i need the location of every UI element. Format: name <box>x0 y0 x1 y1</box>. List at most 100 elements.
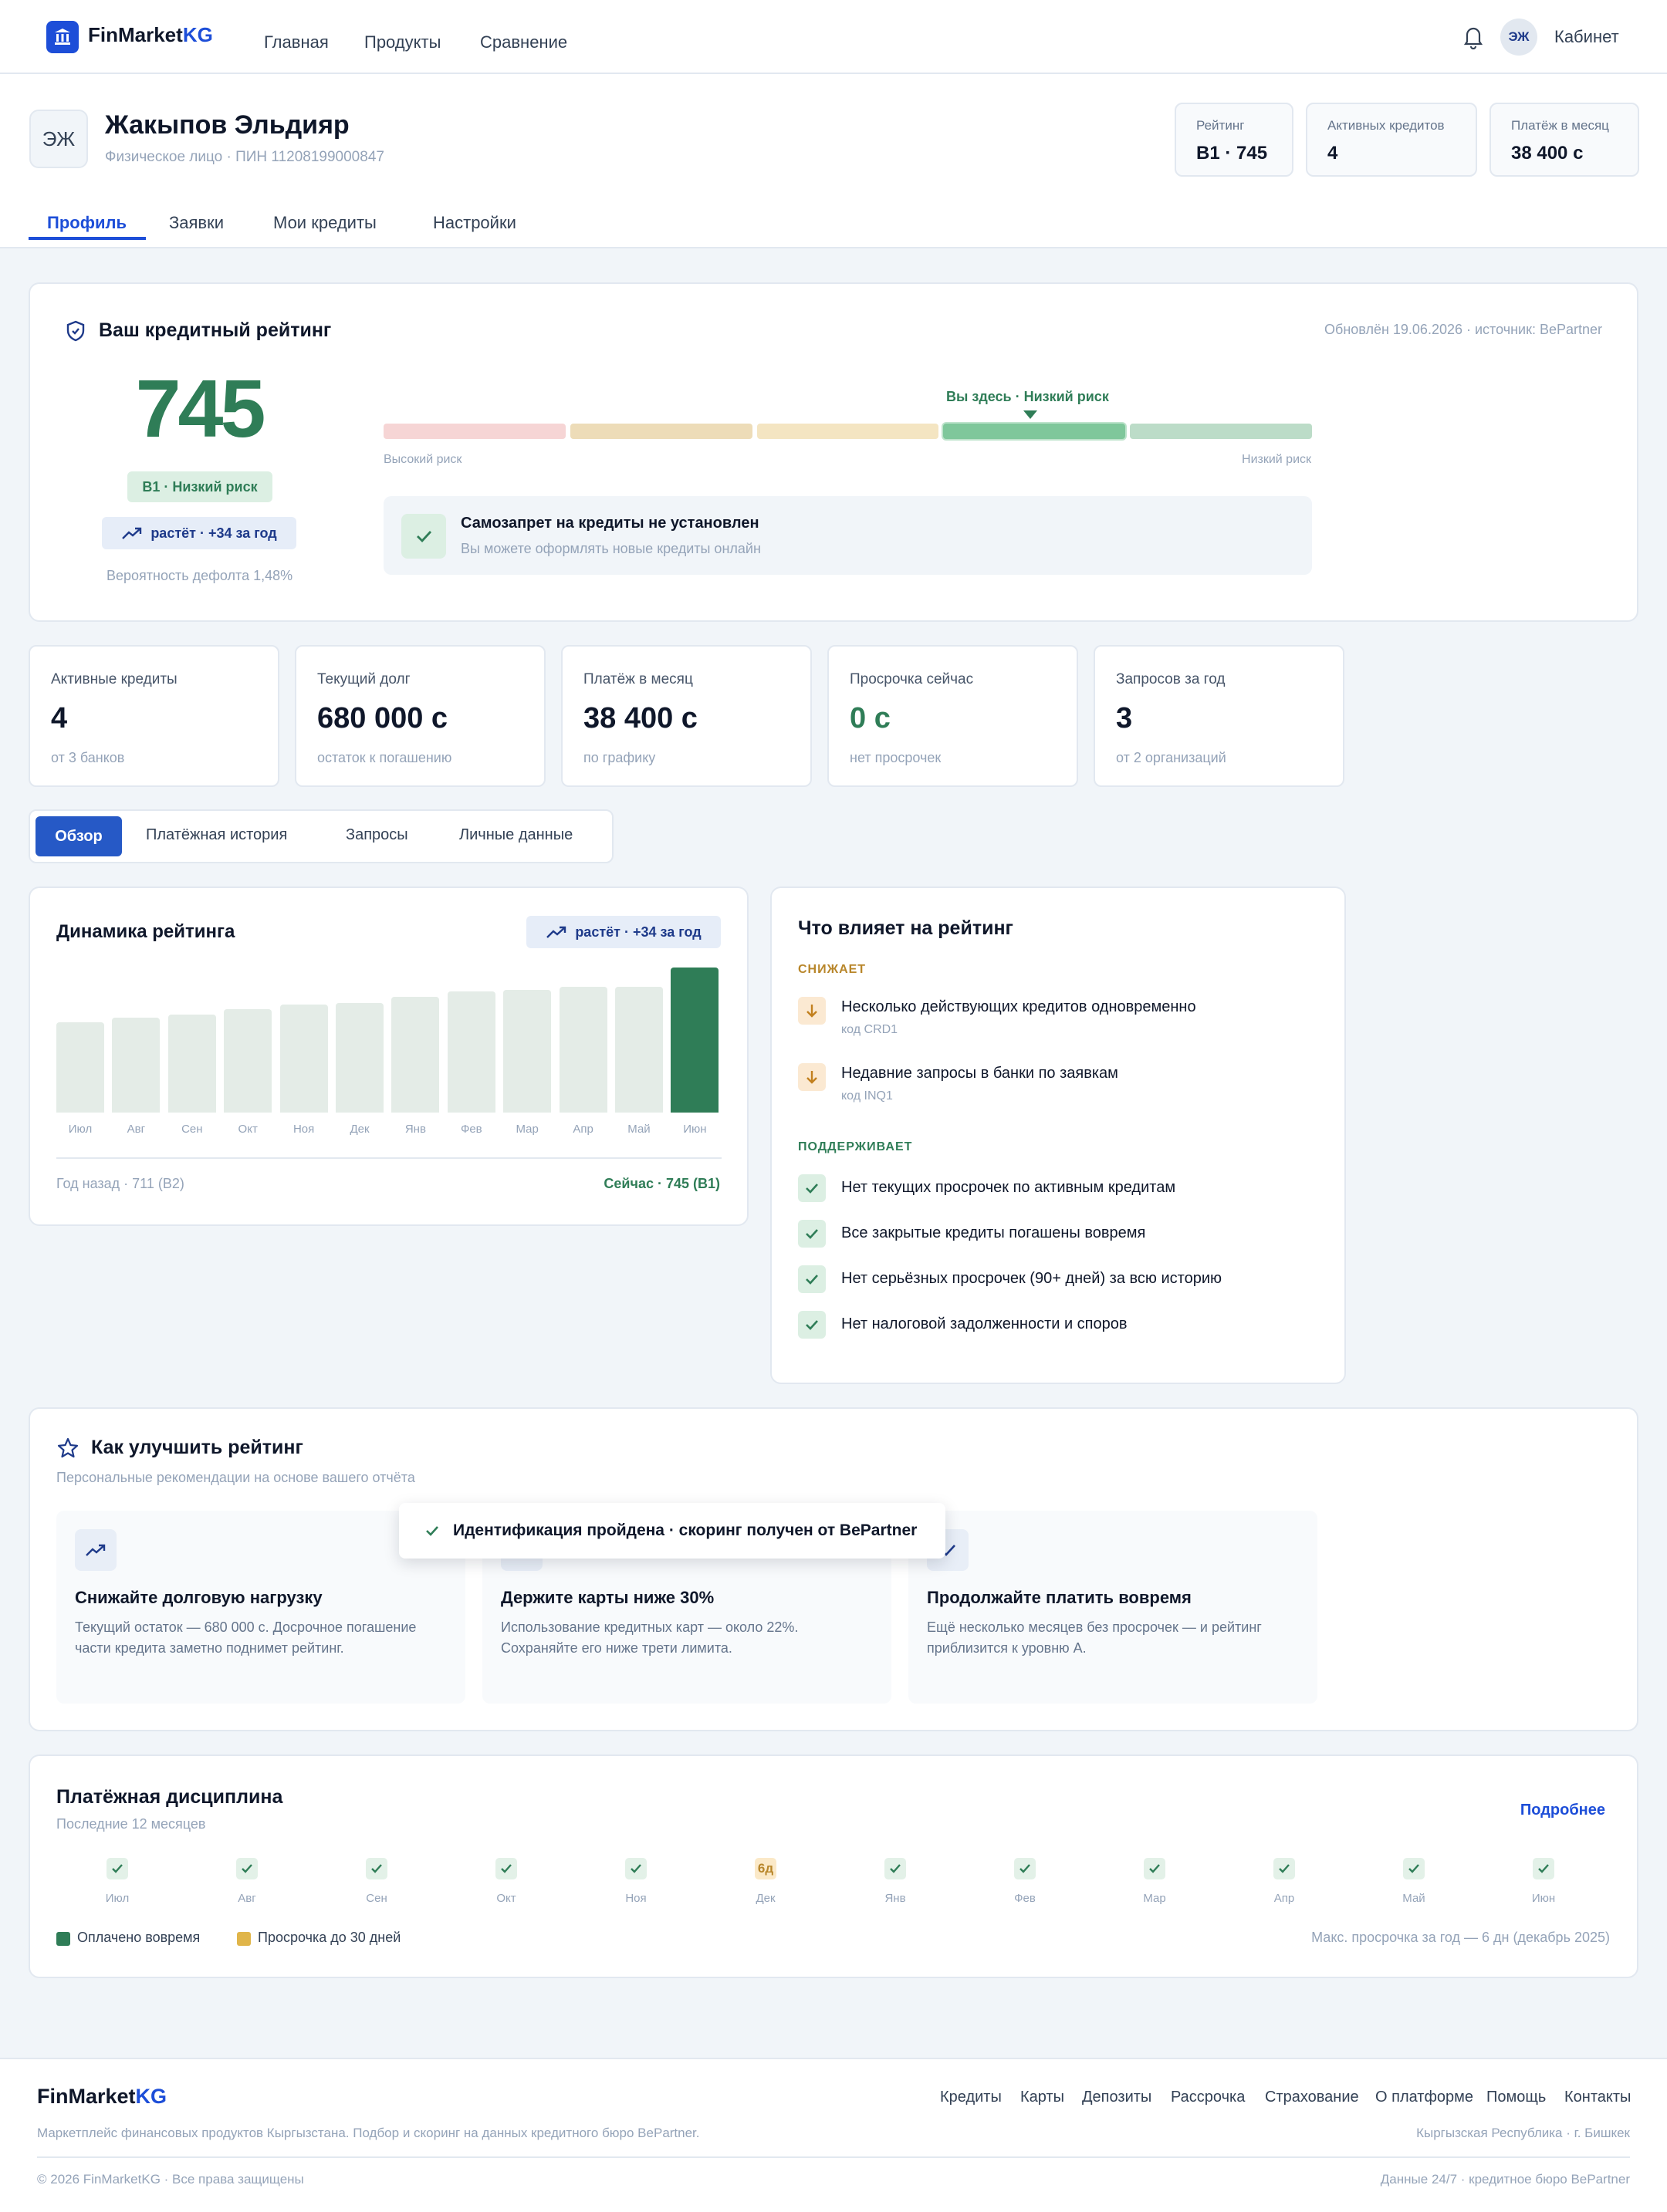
discipline-month-label: Апр <box>1273 1892 1295 1905</box>
kpi-subtext: по графику <box>583 750 656 765</box>
top-navbar <box>0 0 1667 74</box>
kpi-label: Активные кредиты <box>51 671 178 687</box>
rating-factors-card <box>770 886 1346 1384</box>
chart-bar <box>447 991 495 1113</box>
chart-bar <box>112 1017 161 1113</box>
recommendation-title: Снижайте долговую нагрузку <box>75 1588 323 1607</box>
footer-link[interactable]: Депозиты <box>1082 2089 1152 2106</box>
kpi-value: 680 000 с <box>317 702 448 735</box>
risk-scale <box>384 424 1312 439</box>
footer-link[interactable]: Контакты <box>1564 2089 1631 2106</box>
chart-month-label: Окт <box>238 1123 258 1136</box>
paid-on-time-icon <box>495 1858 517 1879</box>
factors-title: Что влияет на рейтинг <box>798 917 1013 939</box>
legend-ok: Оплачено вовремя <box>77 1930 201 1945</box>
kpi-value: 3 <box>1116 702 1133 735</box>
discipline-month-label: Дек <box>756 1892 776 1905</box>
footer-link[interactable]: Карты <box>1020 2089 1064 2106</box>
recommendation-card[interactable]: Продолжайте платить вовремя Ещё нескольк… <box>908 1511 1317 1704</box>
footer-brand[interactable]: FinMarketKG <box>37 2085 167 2108</box>
tab-payment-history[interactable]: Платёжная история <box>146 826 288 843</box>
factor-positive-text: Все закрытые кредиты погашены вовремя <box>841 1224 1146 1241</box>
kpi-card: Текущий долг 680 000 с остаток к погашению <box>295 645 546 787</box>
dynamics-year-ago: Год назад · 711 (B2) <box>56 1176 184 1191</box>
tab-applications[interactable]: Заявки <box>169 213 225 232</box>
nav-compare[interactable]: Сравнение <box>480 32 568 52</box>
footer-link[interactable]: О платформе <box>1375 2089 1474 2106</box>
tab-inquiries[interactable]: Запросы <box>346 826 408 843</box>
paid-on-time-icon <box>884 1858 906 1879</box>
factor-code: код INQ1 <box>841 1089 893 1103</box>
bank-logo-icon[interactable] <box>46 21 79 53</box>
kpi-label: Текущий долг <box>317 671 411 687</box>
risk-scale-segment <box>384 424 566 439</box>
chart-month-label: Фев <box>460 1123 482 1136</box>
legend-swatch-ok <box>56 1932 70 1946</box>
legend-swatch-late <box>237 1932 251 1946</box>
kpi-card: Запросов за год 3 от 2 организаций <box>1094 645 1344 787</box>
footer-link[interactable]: Кредиты <box>940 2089 1002 2106</box>
chart-month-label: Июл <box>68 1123 93 1136</box>
risk-scale-segment <box>756 424 939 439</box>
paid-on-time-icon <box>1403 1858 1425 1879</box>
arrow-down-icon <box>798 1063 826 1091</box>
rating-score: 745 <box>135 363 266 454</box>
paid-on-time-icon <box>1273 1858 1295 1879</box>
chart-month-label: Авг <box>127 1123 146 1136</box>
factor-positive-text: Нет текущих просрочек по активным кредит… <box>841 1179 1176 1196</box>
tab-profile[interactable]: Профиль <box>47 213 127 232</box>
risk-scale-segment <box>943 424 1126 439</box>
paid-on-time-icon <box>366 1858 387 1879</box>
bell-icon[interactable] <box>1461 23 1486 53</box>
tab-overview[interactable]: Обзор <box>36 816 122 856</box>
discipline-max-note: Макс. просрочка за год — 6 дн (декабрь 2… <box>1311 1930 1610 1945</box>
selfban-title: Самозапрет на кредиты не установлен <box>461 515 759 532</box>
kpi-label: Запросов за год <box>1116 671 1226 687</box>
check-icon <box>798 1174 826 1202</box>
tab-active-indicator <box>29 237 146 240</box>
kpi-card: Платёж в месяц 38 400 с по графику <box>561 645 812 787</box>
stat-monthly-payment: Платёж в месяц 38 400 с <box>1489 103 1639 177</box>
check-icon <box>401 514 446 559</box>
paid-on-time-icon <box>236 1858 258 1879</box>
brand-logo[interactable]: FinMarketKG <box>88 23 213 46</box>
factor-negative-text: Несколько действующих кредитов одновреме… <box>841 998 1196 1015</box>
discipline-more-link[interactable]: Подробнее <box>1520 1802 1605 1819</box>
user-avatar[interactable]: ЭЖ <box>1500 19 1537 56</box>
tab-settings[interactable]: Настройки <box>433 213 516 232</box>
chart-month-label: Сен <box>181 1123 203 1136</box>
nav-home[interactable]: Главная <box>264 32 329 52</box>
footer-description: Маркетплейс финансовых продуктов Кыргызс… <box>37 2126 700 2140</box>
rating-trend-badge: растёт · +34 за год <box>102 517 296 549</box>
chart-bar <box>671 968 719 1113</box>
nav-products[interactable]: Продукты <box>364 32 441 52</box>
factor-negative-text: Недавние запросы в банки по заявкам <box>841 1065 1118 1082</box>
discipline-month-label: Авг <box>238 1892 256 1905</box>
footer-link[interactable]: Помощь <box>1486 2089 1547 2106</box>
tab-my-loans[interactable]: Мои кредиты <box>273 213 377 232</box>
recommendation-text: Текущий остаток — 680 000 с. Досрочное п… <box>75 1619 417 1656</box>
cabinet-link[interactable]: Кабинет <box>1554 27 1619 46</box>
rating-updated: Обновлён 19.06.2026 · источник: BePartne… <box>1324 322 1602 337</box>
stat-rating: Рейтинг B1 · 745 <box>1175 103 1293 177</box>
kpi-label: Платёж в месяц <box>583 671 693 687</box>
recommendation-card[interactable]: Снижайте долговую нагрузку Текущий остат… <box>56 1511 465 1704</box>
scale-label-low-risk: Низкий риск <box>1242 453 1311 466</box>
discipline-month-label: Фев <box>1014 1892 1036 1905</box>
footer-link[interactable]: Рассрочка <box>1171 2089 1246 2106</box>
footer-link[interactable]: Страхование <box>1265 2089 1359 2106</box>
check-icon <box>798 1265 826 1293</box>
tab-personal-data[interactable]: Личные данные <box>459 826 573 843</box>
scale-label-high-risk: Высокий риск <box>384 453 462 466</box>
chart-bar <box>279 1005 328 1113</box>
kpi-subtext: нет просрочек <box>850 750 942 765</box>
kpi-subtext: остаток к погашению <box>317 750 452 765</box>
paid-on-time-icon <box>1144 1858 1165 1879</box>
trend-up-icon <box>75 1529 117 1571</box>
paid-on-time-icon <box>1014 1858 1036 1879</box>
legend-late: Просрочка до 30 дней <box>258 1930 401 1945</box>
rating-grade-badge: B1 · Низкий риск <box>127 471 272 502</box>
footer-copyright: © 2026 FinMarketKG · Все права защищены <box>37 2172 304 2187</box>
recommendation-title: Продолжайте платить вовремя <box>927 1588 1192 1607</box>
kpi-value: 38 400 с <box>583 702 698 735</box>
